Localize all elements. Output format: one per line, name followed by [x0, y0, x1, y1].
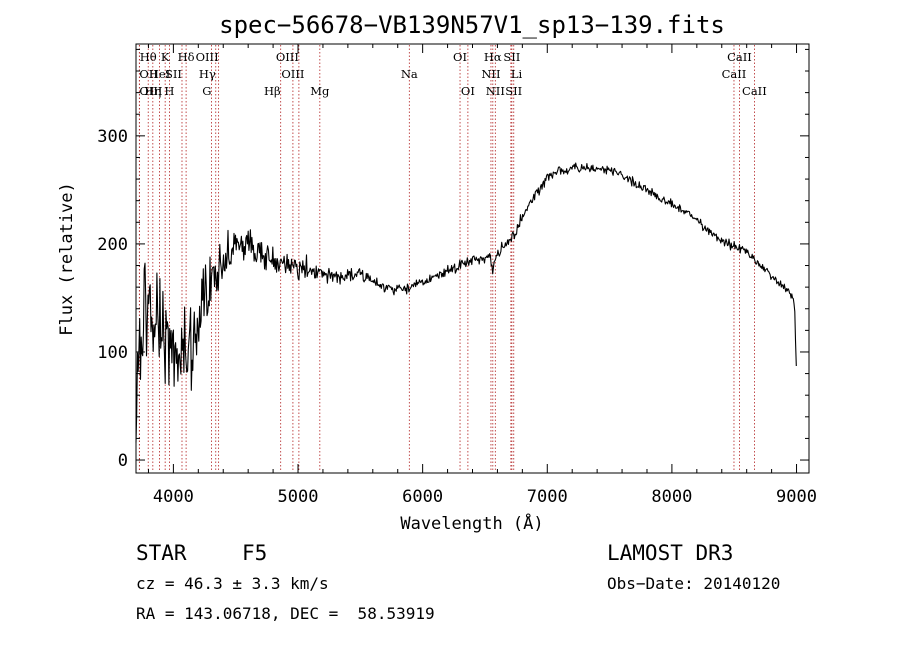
- line-label: Hδ: [178, 50, 195, 64]
- line-label: OI: [461, 84, 475, 98]
- chart-title: spec−56678−VB139N57V1_sp13−139.fits: [219, 11, 725, 39]
- y-tick-label: 100: [97, 343, 128, 363]
- line-label: OII: [139, 67, 158, 81]
- line-label: OIII: [196, 50, 219, 64]
- survey-name: LAMOST DR3: [607, 541, 733, 565]
- line-label: OI: [453, 50, 467, 64]
- observation-date: Obs−Date: 20140120: [607, 574, 780, 593]
- line-label: OIII: [139, 84, 162, 98]
- x-axis-label: Wavelength (Å): [400, 512, 543, 534]
- line-label: Hγ: [199, 67, 216, 81]
- line-label: G: [202, 84, 211, 98]
- line-label: CaII: [727, 50, 752, 64]
- line-label: CaII: [742, 84, 767, 98]
- coordinates-readout: RA = 143.06718, DEC = 58.53919: [136, 604, 435, 623]
- line-label: Mg: [310, 84, 330, 98]
- line-label: Hα: [484, 50, 502, 64]
- line-label: H: [164, 84, 174, 98]
- line-label: SII: [505, 84, 522, 98]
- y-axis: 0 100 200 300: [97, 48, 809, 471]
- x-tick-label: 6000: [402, 487, 443, 507]
- x-axis: 4000 5000 6000 7000 8000 9000: [147, 44, 817, 507]
- y-tick-label: 0: [118, 451, 128, 471]
- line-label: SII: [503, 50, 520, 64]
- object-subclass: F5: [242, 541, 267, 565]
- line-label: Hη: [144, 84, 161, 98]
- line-label: K: [161, 50, 170, 64]
- line-label: OIII: [281, 67, 304, 81]
- x-tick-label: 8000: [651, 487, 692, 507]
- line-label: OIII: [276, 50, 299, 64]
- line-label: Hβ: [264, 84, 281, 98]
- y-tick-label: 300: [97, 127, 128, 147]
- x-tick-label: 7000: [527, 487, 568, 507]
- object-class: STAR: [136, 541, 187, 565]
- x-tick-label: 5000: [278, 487, 319, 507]
- y-axis-label: Flux (relative): [57, 182, 77, 336]
- line-label: CaII: [722, 67, 747, 81]
- spectrum-series-line: [135, 162, 797, 443]
- line-label: Li: [511, 67, 523, 81]
- line-label: HeI: [149, 67, 170, 81]
- line-label: Na: [401, 67, 418, 81]
- line-label: NII: [481, 67, 500, 81]
- line-label: NII: [486, 84, 505, 98]
- y-tick-label: 200: [97, 235, 128, 255]
- line-label: SII: [165, 67, 182, 81]
- line-label: Hθ: [140, 50, 157, 64]
- x-tick-label: 4000: [153, 487, 194, 507]
- redshift-readout: cz = 46.3 ± 3.3 km/s: [136, 574, 329, 593]
- x-tick-label: 9000: [776, 487, 817, 507]
